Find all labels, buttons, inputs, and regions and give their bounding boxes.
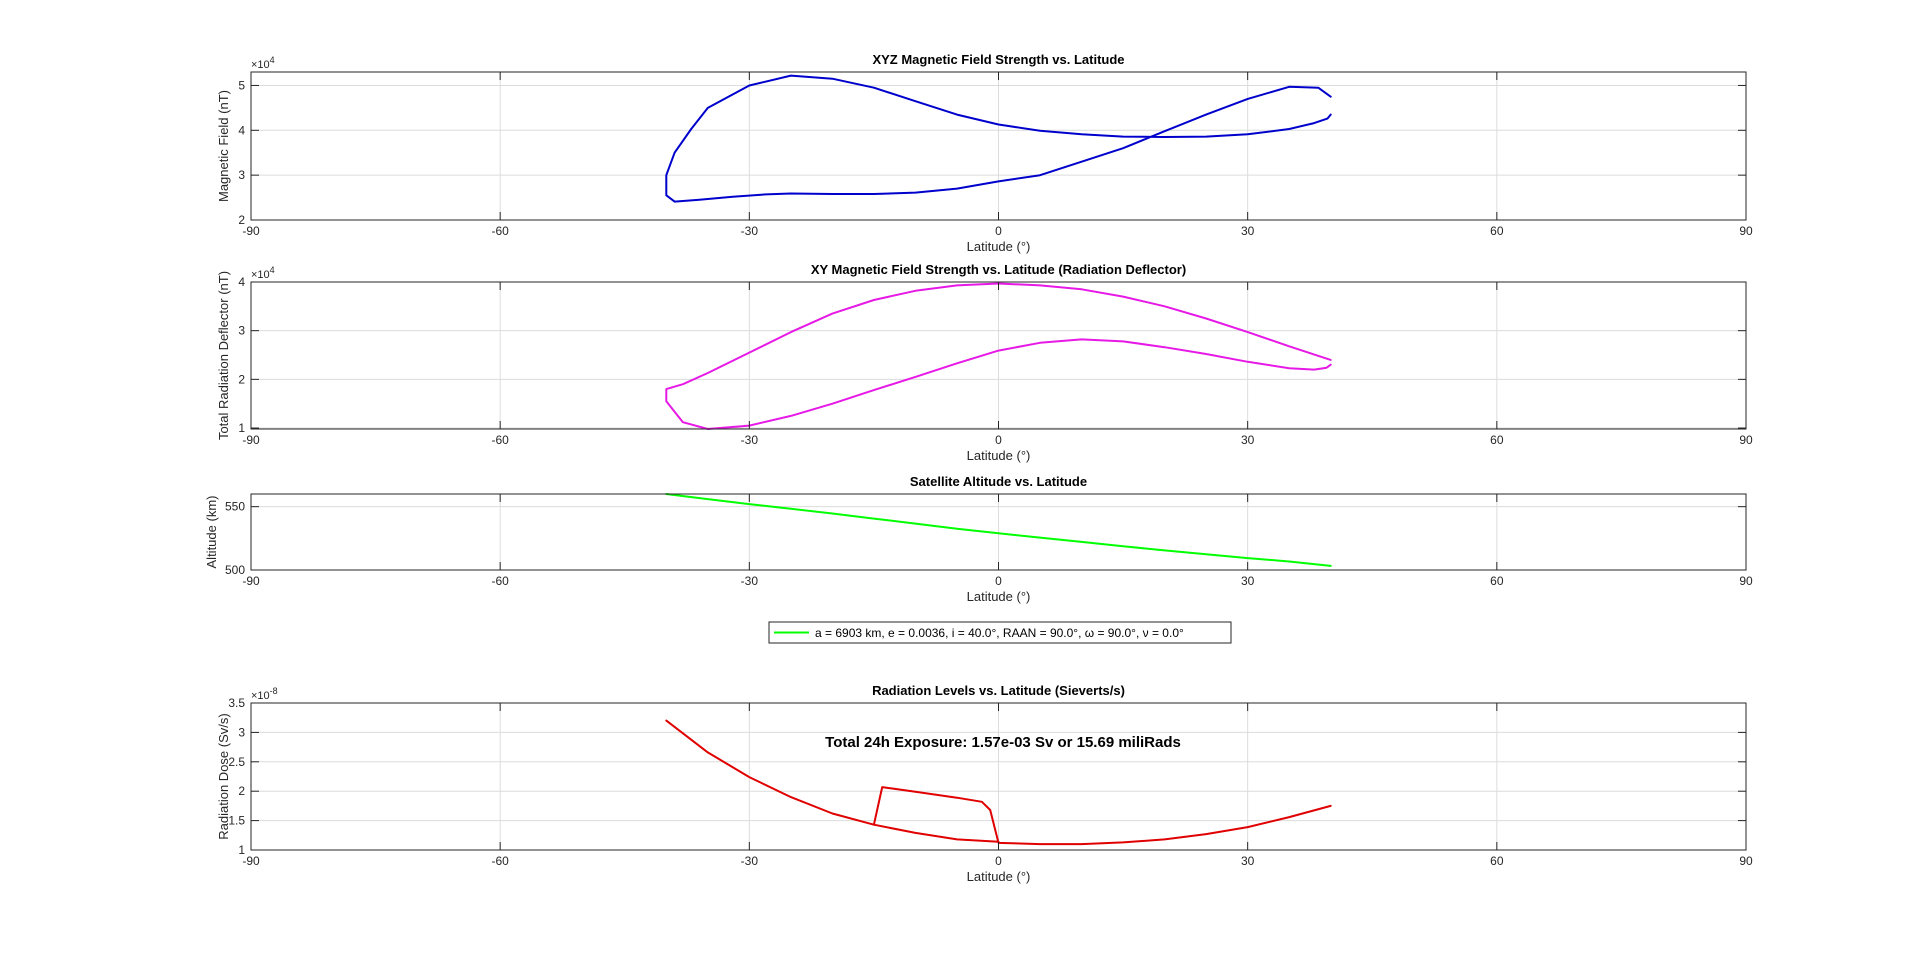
y-exponent-power: -8 [270,686,278,696]
x-tick-label: -30 [741,433,759,447]
x-axis-label: Latitude (°) [967,589,1031,604]
x-tick-label: -90 [242,433,260,447]
y-exponent-power: 4 [270,265,275,275]
y-exponent-base: ×10 [251,59,270,71]
x-tick-label: -60 [491,854,509,868]
legend-entry: a = 6903 km, e = 0.0036, i = 40.0°, RAAN… [815,626,1184,640]
y-exponent-base: ×10 [251,269,270,281]
y-tick-label: 1 [238,843,245,857]
x-tick-label: 0 [995,224,1002,238]
series-line-1 [665,719,1332,846]
chart-panel-3: -90 -60 -30 0 30 60 90 500 550 Satellite Altitude… [204,474,1753,644]
x-tick-label: 90 [1739,574,1753,588]
chart-title: Radiation Levels vs. Latitude (Sieverts/… [872,683,1125,698]
x-tick-label: 0 [995,854,1002,868]
y-exponent-base: ×10 [251,690,270,702]
x-tick-label: -60 [491,224,509,238]
y-tick-label: 550 [225,500,245,514]
x-tick-label: 0 [995,574,1002,588]
x-tick-label: 30 [1241,854,1255,868]
x-tick-label: 30 [1241,574,1255,588]
y-exponent-label: ×10-8 [251,686,278,702]
x-tick-label: 60 [1490,433,1504,447]
x-tick-label: -90 [242,224,260,238]
x-tick-label: 90 [1739,224,1753,238]
y-exponent-power: 4 [270,55,275,65]
series-line-1 [665,493,1332,567]
x-axis-label: Latitude (°) [967,239,1031,254]
y-tick-label: 1.5 [228,814,245,828]
legend: a = 6903 km, e = 0.0036, i = 40.0°, RAAN… [768,621,1232,644]
y-tick-label: 3.5 [228,696,245,710]
y-tick-label: 2 [238,372,245,386]
x-tick-label: -30 [741,854,759,868]
x-tick-label: -90 [242,574,260,588]
y-tick-label: 1 [238,421,245,435]
x-tick-label: 90 [1739,854,1753,868]
x-tick-label: -30 [741,574,759,588]
x-tick-label: 0 [995,433,1002,447]
y-tick-label: 3 [238,725,245,739]
chart-panel-4: -90 -60 -30 0 30 60 90 1 1.5 2 2.5 3 3.5 ×10-8 Radiati… [216,683,1753,884]
series-line-1 [665,74,1332,203]
x-tick-label: -60 [491,433,509,447]
x-tick-label: 30 [1241,433,1255,447]
exposure-annotation: Total 24h Exposure: 1.57e-03 Sv or 15.69… [825,734,1181,751]
y-tick-label: 500 [225,563,245,577]
y-exponent-label: ×104 [251,55,275,71]
y-tick-label: 2.5 [228,755,245,769]
y-tick-label: 5 [238,78,245,92]
y-tick-label: 2 [238,213,245,227]
x-tick-label: -90 [242,854,260,868]
legend-box [768,621,1232,644]
series-line-1 [665,282,1332,430]
y-tick-label: 4 [238,123,245,137]
y-axis-label: Altitude (km) [204,496,219,569]
x-tick-label: 30 [1241,224,1255,238]
y-axis-label: Total Radiation Deflector (nT) [216,271,231,440]
y-axis-label: Magnetic Field (nT) [216,90,231,202]
x-axis-label: Latitude (°) [967,869,1031,884]
y-exponent-label: ×104 [251,265,275,281]
y-tick-label: 3 [238,168,245,182]
y-tick-label: 2 [238,784,245,798]
x-tick-label: -60 [491,574,509,588]
x-tick-label: 60 [1490,854,1504,868]
x-tick-label: 60 [1490,224,1504,238]
y-axis-label: Radiation Dose (Sv/s) [216,713,231,839]
chart-title: XYZ Magnetic Field Strength vs. Latitude [872,52,1124,67]
y-tick-label: 3 [238,324,245,338]
chart-title: XY Magnetic Field Strength vs. Latitude … [811,262,1186,277]
chart-title: Satellite Altitude vs. Latitude [910,474,1087,489]
x-tick-label: 90 [1739,433,1753,447]
x-tick-label: -30 [741,224,759,238]
y-tick-label: 4 [238,275,245,289]
x-axis-label: Latitude (°) [967,448,1031,463]
x-tick-label: 60 [1490,574,1504,588]
